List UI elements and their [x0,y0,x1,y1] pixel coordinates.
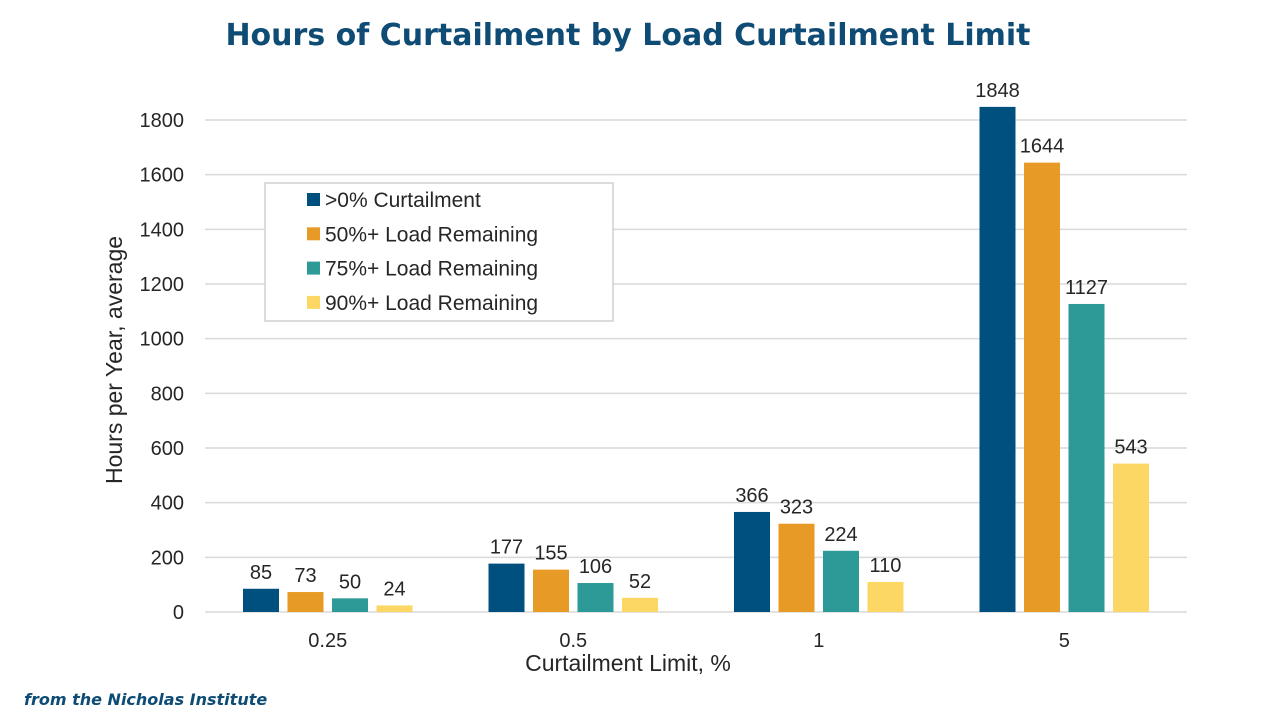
bar-2-2 [533,569,569,612]
legend-label: >0% Curtailment [325,189,481,212]
data-label: 1848 [975,80,1020,102]
data-label: 24 [383,578,405,600]
data-label: 106 [579,556,612,578]
data-label: 73 [294,565,316,587]
bar-3-1 [332,598,368,612]
bar-3-2 [577,583,614,612]
bar-2-1 [287,592,324,612]
legend-label: 50%+ Load Remaining [325,223,538,246]
data-label: 52 [629,571,651,593]
source-note: from the Nicholas Institute [24,690,268,709]
data-label: 543 [1114,437,1147,459]
x-axis-label: Curtailment Limit, % [525,650,731,676]
bar-4-2 [622,597,658,612]
bar-4-1 [376,605,413,612]
y-tick-label: 200 [151,547,184,569]
legend-label: 90%+ Load Remaining [325,292,538,315]
x-tick-label: 0.5 [559,630,587,652]
x-tick-label: 1 [813,630,824,652]
data-label: 224 [824,524,857,546]
bar-2-3 [778,523,815,612]
y-tick-label: 1000 [140,329,185,351]
x-tick-label: 0.25 [308,630,347,652]
x-axis-ticks: 0.25 0.5 1 5 [308,630,1070,652]
bars [243,106,1149,612]
data-label: 323 [780,497,813,519]
legend-swatch [307,227,320,241]
data-label: 1644 [1020,136,1065,158]
legend-box [264,182,614,322]
y-tick-label: 400 [151,493,184,515]
bar-4-3 [867,581,904,612]
data-label: 155 [534,543,567,565]
bar-2-4 [1024,162,1060,612]
chart-title: Hours of Curtailment by Load Curtailment… [225,18,1030,53]
legend-label: 75%+ Load Remaining [325,258,538,281]
y-tick-label: 1600 [140,165,185,187]
y-tick-label: 1400 [140,219,185,241]
y-tick-label: 600 [151,438,184,460]
y-tick-label: 800 [151,383,184,405]
bar-1-2 [488,563,525,612]
data-label: 1127 [1065,277,1108,299]
legend: >0% Curtailment 50%+ Load Remaining 75%+ L… [264,182,614,322]
data-label: 177 [490,537,523,559]
data-labels: 85 73 50 24 177 155 106 52 366 323 224 110 1848 1644 1… [250,80,1148,601]
bar-3-4 [1068,303,1105,612]
legend-swatch [307,261,320,275]
data-label: 85 [250,562,272,584]
y-axis-ticks: 0 200 400 600 800 1000 1200 1400 1600 1800 [140,110,185,624]
data-label: 50 [339,571,361,593]
bar-1-1 [243,588,279,612]
bar-1-3 [734,511,770,612]
y-tick-label: 1200 [140,274,185,296]
y-tick-label: 1800 [140,110,185,132]
y-axis-label: Hours per Year, average [101,236,127,484]
bar-3-3 [823,550,859,612]
data-label: 366 [735,485,768,507]
bar-4-4 [1113,463,1149,612]
data-label: 110 [870,555,902,577]
legend-swatch [307,193,320,206]
x-tick-label: 5 [1059,630,1070,652]
y-tick-label: 0 [173,602,184,624]
legend-swatch [307,295,320,309]
bar-1-4 [979,106,1016,612]
